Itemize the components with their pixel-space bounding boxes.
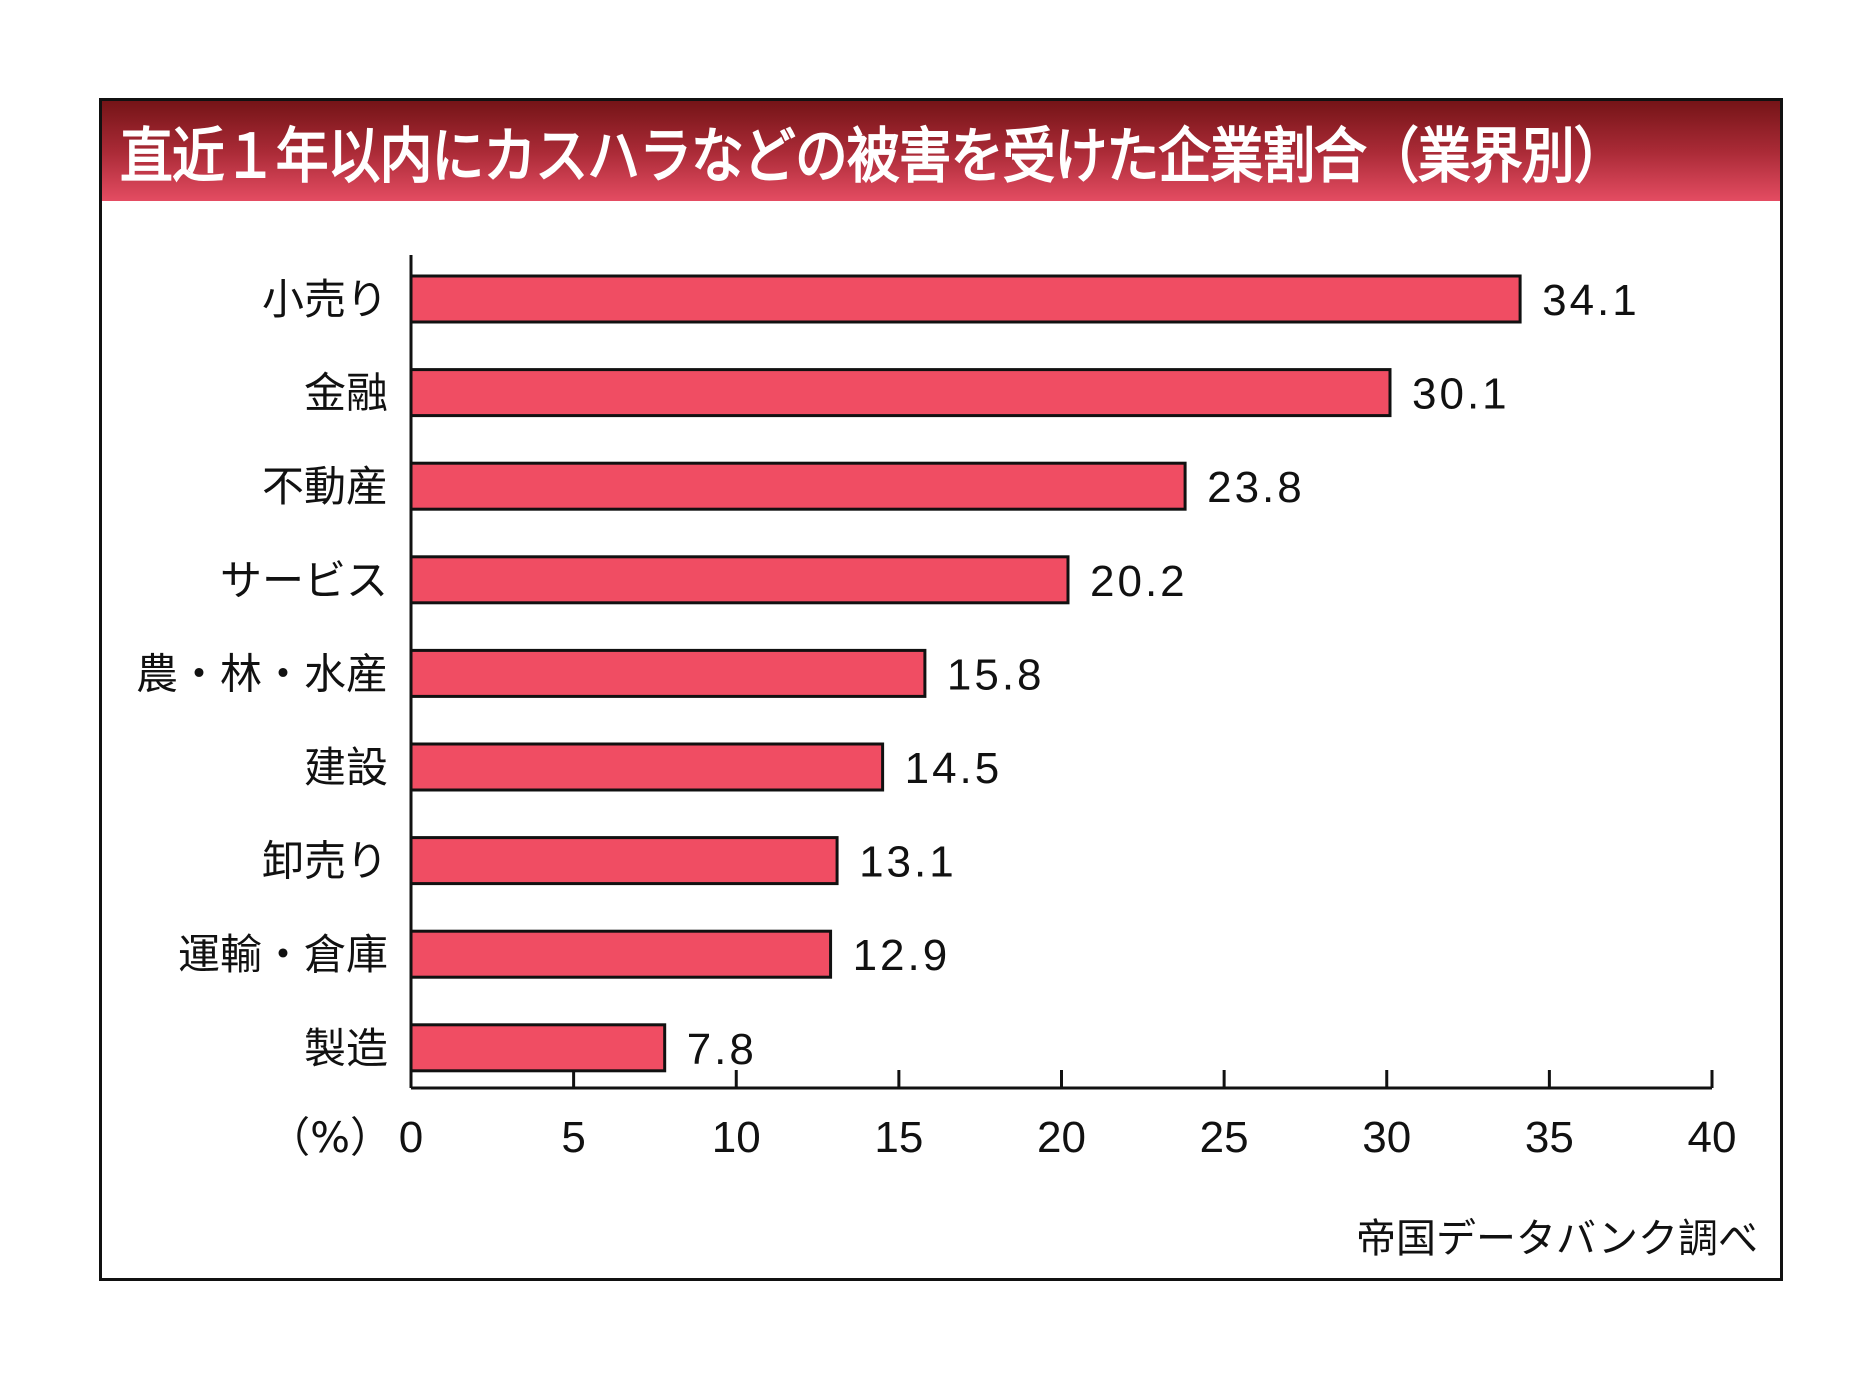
value-label: 34.1 [1542, 276, 1640, 325]
x-tick-label: 35 [1525, 1113, 1574, 1162]
x-tick-label: 15 [874, 1113, 923, 1162]
category-label: サービス [220, 556, 388, 605]
value-label: 15.8 [947, 650, 1045, 699]
bar [409, 929, 833, 979]
value-label: 13.1 [859, 838, 957, 887]
chart-title: 直近１年以内にカスハラなどの被害を受けた企業割合（業界別） [120, 121, 1627, 192]
bar [409, 274, 1522, 324]
value-label: 14.5 [905, 744, 1003, 793]
x-tick-label: 40 [1688, 1113, 1737, 1162]
category-label: 運輸・倉庫 [178, 930, 388, 979]
bar [409, 368, 1392, 418]
x-tick-label: 0 [399, 1113, 423, 1162]
x-tick-label: 30 [1362, 1113, 1411, 1162]
title-band: 直近１年以内にカスハラなどの被害を受けた企業割合（業界別） [102, 101, 1780, 201]
bars-layer: 小売り 34.1 金融 30.1 不動産 23.8 サービス 20.2 農・林・水産 15.8 建設… [136, 274, 1640, 1074]
category-label: 不動産 [262, 462, 388, 511]
bar [409, 742, 885, 792]
x-tick-label: 5 [561, 1113, 585, 1162]
x-tick-label: 10 [712, 1113, 761, 1162]
value-label: 7.8 [687, 1025, 757, 1074]
category-label: 製造 [304, 1024, 388, 1073]
category-label: 小売り [262, 275, 388, 324]
bar [409, 1023, 667, 1073]
x-tick-label: 25 [1200, 1113, 1249, 1162]
source-note: 帝国データバンク調べ [1356, 1216, 1758, 1262]
x-tick-label: 20 [1037, 1113, 1086, 1162]
bar [409, 555, 1070, 605]
axis-layer: 0 5 10 15 20 25 30 35 40 （%） [268, 255, 1736, 1162]
category-label: 農・林・水産 [136, 649, 388, 698]
bar [409, 836, 839, 886]
value-label: 20.2 [1090, 557, 1188, 606]
bar [409, 648, 927, 698]
value-label: 30.1 [1412, 370, 1510, 419]
category-label: 建設 [304, 743, 388, 792]
value-label: 23.8 [1207, 463, 1305, 512]
value-label: 12.9 [853, 931, 951, 980]
bar [409, 461, 1187, 511]
category-label: 卸売り [262, 837, 388, 886]
category-label: 金融 [304, 369, 388, 418]
x-axis-unit-label: （%） [268, 1113, 392, 1162]
